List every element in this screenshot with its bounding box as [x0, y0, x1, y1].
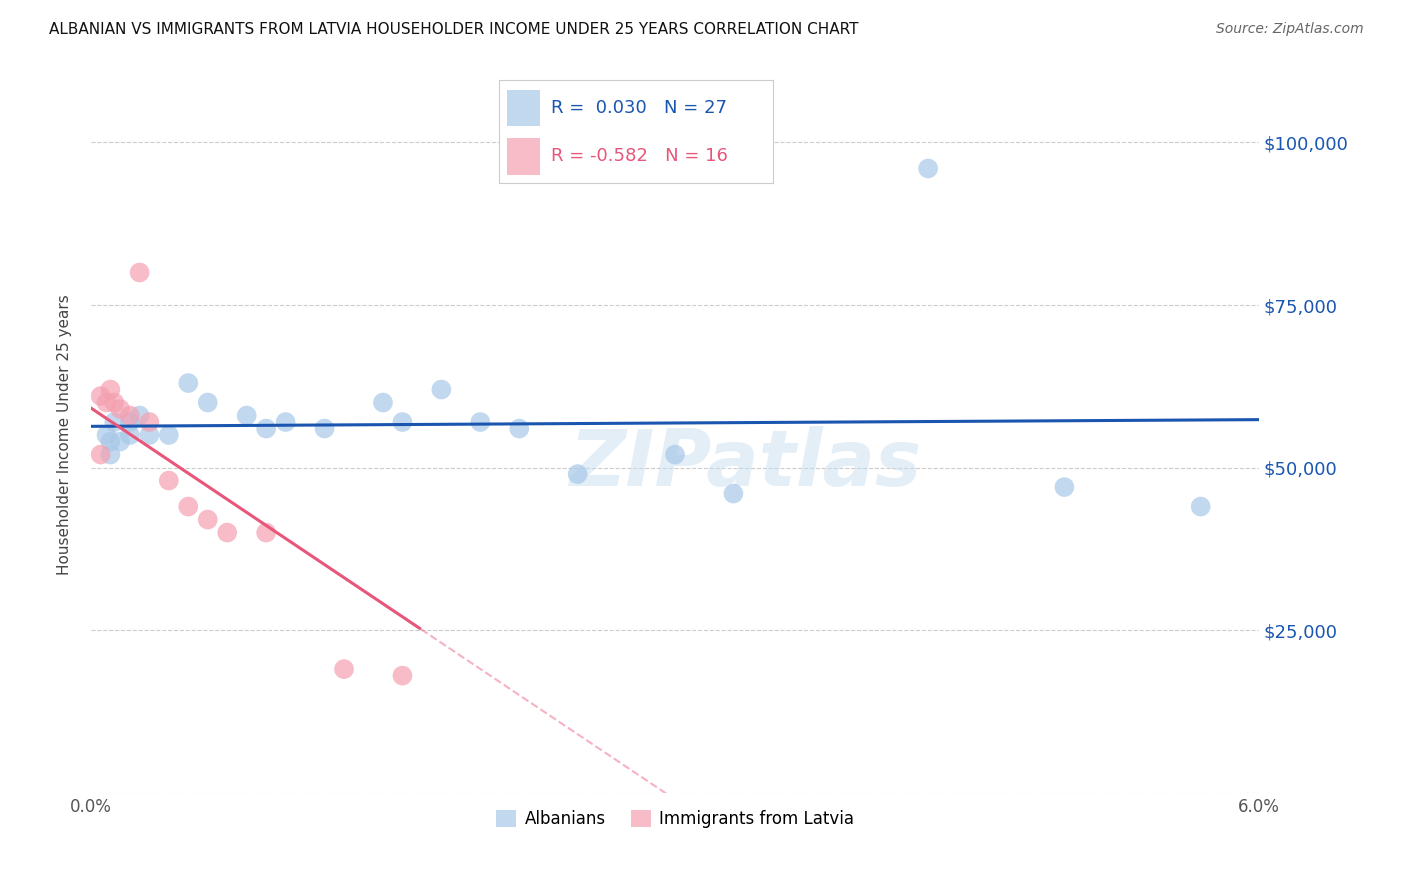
Point — [391, 668, 413, 682]
Point — [197, 512, 219, 526]
Point — [508, 421, 530, 435]
Point — [177, 376, 200, 390]
Point — [314, 421, 336, 435]
Point — [157, 428, 180, 442]
Point — [470, 415, 492, 429]
Point — [118, 428, 141, 442]
Point — [723, 486, 745, 500]
Point — [108, 402, 131, 417]
Point — [100, 448, 122, 462]
Text: R =  0.030   N = 27: R = 0.030 N = 27 — [551, 99, 727, 117]
Point — [90, 389, 112, 403]
Point — [217, 525, 239, 540]
Point — [90, 448, 112, 462]
Point — [664, 448, 686, 462]
Point — [108, 434, 131, 449]
Y-axis label: Householder Income Under 25 years: Householder Income Under 25 years — [58, 294, 72, 575]
Point — [1189, 500, 1212, 514]
Bar — [508, 137, 540, 175]
Point — [128, 265, 150, 279]
Point — [567, 467, 589, 481]
Point — [274, 415, 297, 429]
Point — [157, 474, 180, 488]
Legend: Albanians, Immigrants from Latvia: Albanians, Immigrants from Latvia — [489, 803, 860, 834]
Point — [235, 409, 257, 423]
Point — [103, 395, 125, 409]
Point — [138, 415, 160, 429]
Point — [177, 500, 200, 514]
Point — [333, 662, 356, 676]
Text: ALBANIAN VS IMMIGRANTS FROM LATVIA HOUSEHOLDER INCOME UNDER 25 YEARS CORRELATION: ALBANIAN VS IMMIGRANTS FROM LATVIA HOUSE… — [49, 22, 859, 37]
Point — [100, 383, 122, 397]
Point — [96, 428, 118, 442]
Point — [430, 383, 453, 397]
Point — [254, 525, 277, 540]
Point — [371, 395, 394, 409]
Point — [391, 415, 413, 429]
Bar — [508, 89, 540, 127]
Text: Source: ZipAtlas.com: Source: ZipAtlas.com — [1216, 22, 1364, 37]
Point — [128, 409, 150, 423]
Point — [118, 409, 141, 423]
Point — [103, 415, 125, 429]
Point — [118, 415, 141, 429]
Text: ZIPatlas: ZIPatlas — [569, 425, 921, 501]
Point — [138, 428, 160, 442]
Point — [254, 421, 277, 435]
Point — [917, 161, 939, 176]
Point — [96, 395, 118, 409]
Point — [197, 395, 219, 409]
Point — [1053, 480, 1076, 494]
Point — [100, 434, 122, 449]
Text: R = -0.582   N = 16: R = -0.582 N = 16 — [551, 147, 728, 165]
